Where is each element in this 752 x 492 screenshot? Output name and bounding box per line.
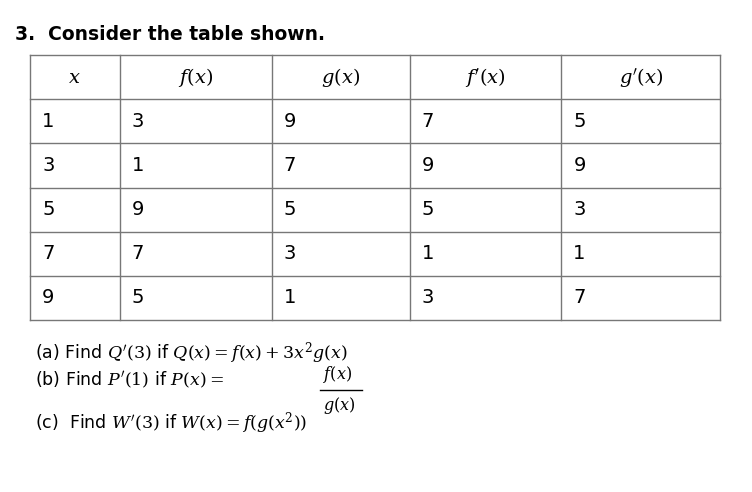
Text: 3: 3 (422, 288, 434, 308)
Text: $f(x)$: $f(x)$ (323, 364, 352, 385)
Text: 3.  Consider the table shown.: 3. Consider the table shown. (15, 26, 325, 44)
Text: 1: 1 (284, 288, 296, 308)
Text: 1: 1 (132, 156, 144, 175)
Text: 9: 9 (284, 112, 296, 131)
Text: 1: 1 (422, 244, 434, 263)
Text: $g'(x)$: $g'(x)$ (619, 65, 663, 89)
Text: 7: 7 (573, 288, 586, 308)
Text: 7: 7 (132, 244, 144, 263)
Text: 1: 1 (573, 244, 586, 263)
Text: 5: 5 (573, 112, 586, 131)
Text: 3: 3 (132, 112, 144, 131)
Text: 5: 5 (132, 288, 144, 308)
Text: 7: 7 (284, 156, 296, 175)
Text: 7: 7 (42, 244, 54, 263)
Text: $f'(x)$: $f'(x)$ (465, 65, 506, 89)
Text: (c)  Find $W'(3)$ if $W(x) = f(g(x^2))$: (c) Find $W'(3)$ if $W(x) = f(g(x^2))$ (35, 410, 308, 436)
Text: 5: 5 (284, 200, 296, 219)
Text: 3: 3 (284, 244, 296, 263)
Text: 5: 5 (422, 200, 434, 219)
Text: $x$: $x$ (68, 67, 81, 87)
Text: 3: 3 (573, 200, 586, 219)
Text: $g(x)$: $g(x)$ (321, 65, 360, 89)
Text: 9: 9 (132, 200, 144, 219)
Text: (a) Find $Q'(3)$ if $Q(x) = f(x) + 3x^2g(x)$: (a) Find $Q'(3)$ if $Q(x) = f(x) + 3x^2g… (35, 340, 347, 366)
Text: 5: 5 (42, 200, 54, 219)
Text: 9: 9 (42, 288, 54, 308)
Text: $g(x)$: $g(x)$ (323, 395, 356, 416)
Text: 9: 9 (422, 156, 434, 175)
Text: 7: 7 (422, 112, 434, 131)
Text: 3: 3 (42, 156, 54, 175)
Text: $f(x)$: $f(x)$ (178, 65, 213, 89)
Text: 1: 1 (42, 112, 54, 131)
Text: 9: 9 (573, 156, 586, 175)
Text: (b) Find $P'(1)$ if $P(x) =$: (b) Find $P'(1)$ if $P(x) =$ (35, 370, 224, 390)
